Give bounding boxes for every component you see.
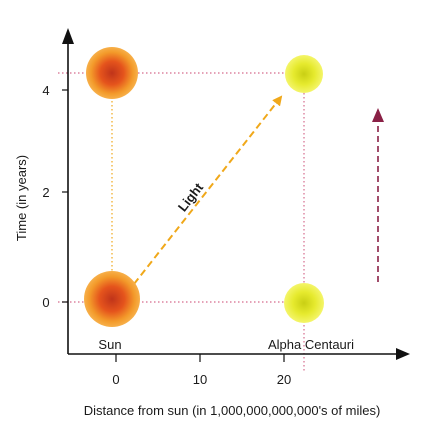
y-tick-label-4: 4 — [42, 83, 49, 98]
x-axis-arrowhead — [396, 348, 410, 360]
sun-label: Sun — [98, 337, 121, 352]
y-tick-label-0: 0 — [42, 295, 49, 310]
light-path-arrow — [133, 95, 283, 285]
x-tick-label-20: 20 — [277, 372, 291, 387]
alpha-centauri-label: Alpha Centauri — [268, 337, 354, 352]
x-axis-title: Distance from sun (in 1,000,000,000,000'… — [84, 403, 381, 418]
x-tick-label-10: 10 — [193, 372, 207, 387]
alpha-centauri-at-year-4 — [285, 55, 323, 93]
y-axis-title: Time (in years) — [14, 155, 29, 241]
sun-at-year-0 — [84, 271, 140, 327]
axes — [62, 28, 410, 362]
y-axis-arrowhead — [62, 28, 74, 44]
y-tick-label-2: 2 — [42, 185, 49, 200]
alpha-centauri-at-year-0 — [284, 283, 324, 323]
sun-at-year-4 — [86, 47, 138, 99]
x-tick-label-0: 0 — [112, 372, 119, 387]
